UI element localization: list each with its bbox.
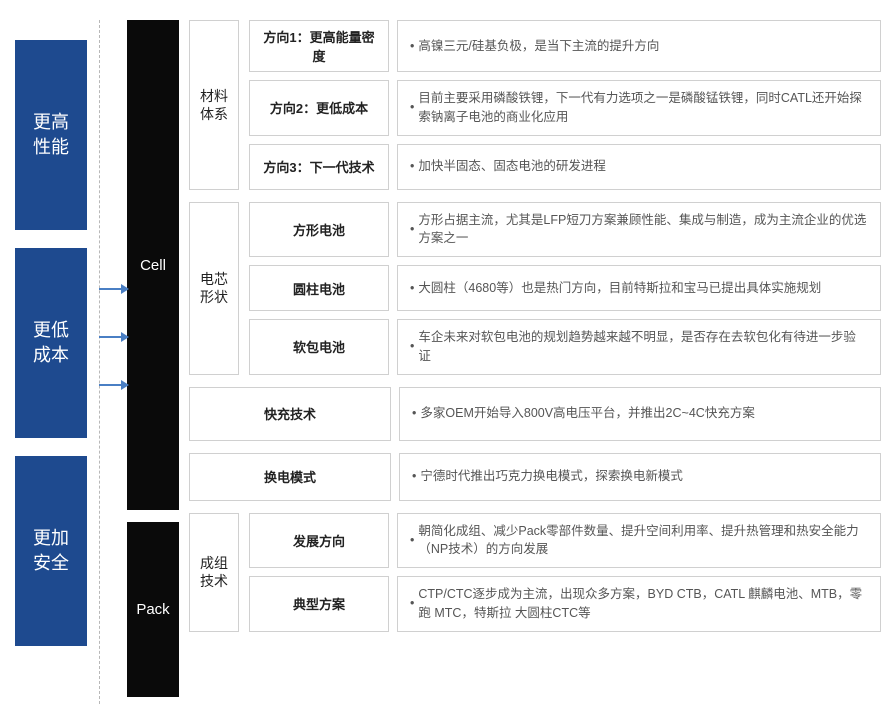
- diagram-container: 更高 性能 更低 成本 更加 安全 Cell Pack 材料 体系 方向1：更高…: [15, 20, 881, 704]
- row-desc: 高镍三元/硅基负极，是当下主流的提升方向: [397, 20, 881, 72]
- row-head: 典型方案: [249, 576, 389, 632]
- table-row: 方向2：更低成本 目前主要采用磷酸铁锂，下一代有力选项之一是磷酸锰铁锂，同时CA…: [249, 80, 881, 136]
- row-head: 圆柱电池: [249, 265, 389, 311]
- material-rows: 方向1：更高能量密度 高镍三元/硅基负极，是当下主流的提升方向 方向2：更低成本…: [249, 20, 881, 190]
- row-desc: 宁德时代推出巧克力换电模式，探索换电新模式: [399, 453, 881, 501]
- row-desc: 方形占据主流，尤其是LFP短刀方案兼顾性能、集成与制造，成为主流企业的优选方案之…: [397, 202, 881, 258]
- goal-safety: 更加 安全: [15, 456, 87, 646]
- cat-shape: 电芯 形状: [189, 202, 239, 375]
- level-pack: Pack: [127, 522, 179, 697]
- goal-performance: 更高 性能: [15, 40, 87, 230]
- row-desc-text: 朝简化成组、减少Pack零部件数量、提升空间利用率、提升热管理和热安全能力（NP…: [418, 522, 868, 560]
- table-row: 快充技术 多家OEM开始导入800V高电压平台，并推出2C~4C快充方案: [189, 387, 881, 441]
- table-row: 方向1：更高能量密度 高镍三元/硅基负极，是当下主流的提升方向: [249, 20, 881, 72]
- cat-material: 材料 体系: [189, 20, 239, 190]
- row-desc: CTP/CTC逐步成为主流，出现众多方案，BYD CTB，CATL 麒麟电池、M…: [397, 576, 881, 632]
- row-head: 方向1：更高能量密度: [249, 20, 389, 72]
- pack-rows: 发展方向 朝简化成组、减少Pack零部件数量、提升空间利用率、提升热管理和热安全…: [249, 513, 881, 632]
- arrow-1: [99, 288, 127, 290]
- row-desc: 大圆柱（4680等）也是热门方向，目前特斯拉和宝马已提出具体实施规划: [397, 265, 881, 311]
- shape-rows: 方形电池 方形占据主流，尤其是LFP短刀方案兼顾性能、集成与制造，成为主流企业的…: [249, 202, 881, 375]
- section-pack: 成组 技术 发展方向 朝简化成组、减少Pack零部件数量、提升空间利用率、提升热…: [189, 513, 881, 632]
- content-column: 材料 体系 方向1：更高能量密度 高镍三元/硅基负极，是当下主流的提升方向 方向…: [189, 20, 881, 704]
- table-row: 圆柱电池 大圆柱（4680等）也是热门方向，目前特斯拉和宝马已提出具体实施规划: [249, 265, 881, 311]
- row-desc-text: 方形占据主流，尤其是LFP短刀方案兼顾性能、集成与制造，成为主流企业的优选方案之…: [418, 211, 868, 249]
- arrow-2: [99, 336, 127, 338]
- left-column: 更高 性能 更低 成本 更加 安全: [15, 20, 87, 704]
- row-desc-text: 车企未来对软包电池的规划趋势越来越不明显，是否存在去软包化有待进一步验证: [418, 328, 868, 366]
- row-desc-text: 高镍三元/硅基负极，是当下主流的提升方向: [418, 37, 868, 56]
- dashed-divider: [99, 20, 127, 704]
- row-desc: 朝简化成组、减少Pack零部件数量、提升空间利用率、提升热管理和热安全能力（NP…: [397, 513, 881, 569]
- row-head: 快充技术: [189, 387, 391, 441]
- row-head: 方向3：下一代技术: [249, 144, 389, 190]
- row-desc-text: 加快半固态、固态电池的研发进程: [418, 157, 868, 176]
- table-row: 换电模式 宁德时代推出巧克力换电模式，探索换电新模式: [189, 453, 881, 501]
- cat-pack: 成组 技术: [189, 513, 239, 632]
- section-fastcharge: 快充技术 多家OEM开始导入800V高电压平台，并推出2C~4C快充方案: [189, 387, 881, 441]
- table-row: 方形电池 方形占据主流，尤其是LFP短刀方案兼顾性能、集成与制造，成为主流企业的…: [249, 202, 881, 258]
- row-desc-text: CTP/CTC逐步成为主流，出现众多方案，BYD CTB，CATL 麒麟电池、M…: [418, 585, 868, 623]
- table-row: 发展方向 朝简化成组、减少Pack零部件数量、提升空间利用率、提升热管理和热安全…: [249, 513, 881, 569]
- row-desc: 多家OEM开始导入800V高电压平台，并推出2C~4C快充方案: [399, 387, 881, 441]
- table-row: 方向3：下一代技术 加快半固态、固态电池的研发进程: [249, 144, 881, 190]
- level-cell: Cell: [127, 20, 179, 510]
- row-desc: 加快半固态、固态电池的研发进程: [397, 144, 881, 190]
- table-row: 典型方案 CTP/CTC逐步成为主流，出现众多方案，BYD CTB，CATL 麒…: [249, 576, 881, 632]
- swap-rows: 换电模式 宁德时代推出巧克力换电模式，探索换电新模式: [189, 453, 881, 501]
- row-head: 软包电池: [249, 319, 389, 375]
- table-row: 软包电池 车企未来对软包电池的规划趋势越来越不明显，是否存在去软包化有待进一步验…: [249, 319, 881, 375]
- row-desc-text: 宁德时代推出巧克力换电模式，探索换电新模式: [420, 467, 868, 486]
- row-desc-text: 大圆柱（4680等）也是热门方向，目前特斯拉和宝马已提出具体实施规划: [418, 279, 868, 298]
- section-material: 材料 体系 方向1：更高能量密度 高镍三元/硅基负极，是当下主流的提升方向 方向…: [189, 20, 881, 190]
- row-desc-text: 多家OEM开始导入800V高电压平台，并推出2C~4C快充方案: [420, 404, 868, 423]
- row-desc: 目前主要采用磷酸铁锂，下一代有力选项之一是磷酸锰铁锂，同时CATL还开始探索钠离…: [397, 80, 881, 136]
- level-column: Cell Pack: [127, 20, 179, 704]
- row-head: 换电模式: [189, 453, 391, 501]
- row-head: 方形电池: [249, 202, 389, 258]
- row-desc-text: 目前主要采用磷酸铁锂，下一代有力选项之一是磷酸锰铁锂，同时CATL还开始探索钠离…: [418, 89, 868, 127]
- row-head: 发展方向: [249, 513, 389, 569]
- arrow-3: [99, 384, 127, 386]
- section-shape: 电芯 形状 方形电池 方形占据主流，尤其是LFP短刀方案兼顾性能、集成与制造，成…: [189, 202, 881, 375]
- section-swap: 换电模式 宁德时代推出巧克力换电模式，探索换电新模式: [189, 453, 881, 501]
- row-head: 方向2：更低成本: [249, 80, 389, 136]
- goal-cost: 更低 成本: [15, 248, 87, 438]
- fastcharge-rows: 快充技术 多家OEM开始导入800V高电压平台，并推出2C~4C快充方案: [189, 387, 881, 441]
- row-desc: 车企未来对软包电池的规划趋势越来越不明显，是否存在去软包化有待进一步验证: [397, 319, 881, 375]
